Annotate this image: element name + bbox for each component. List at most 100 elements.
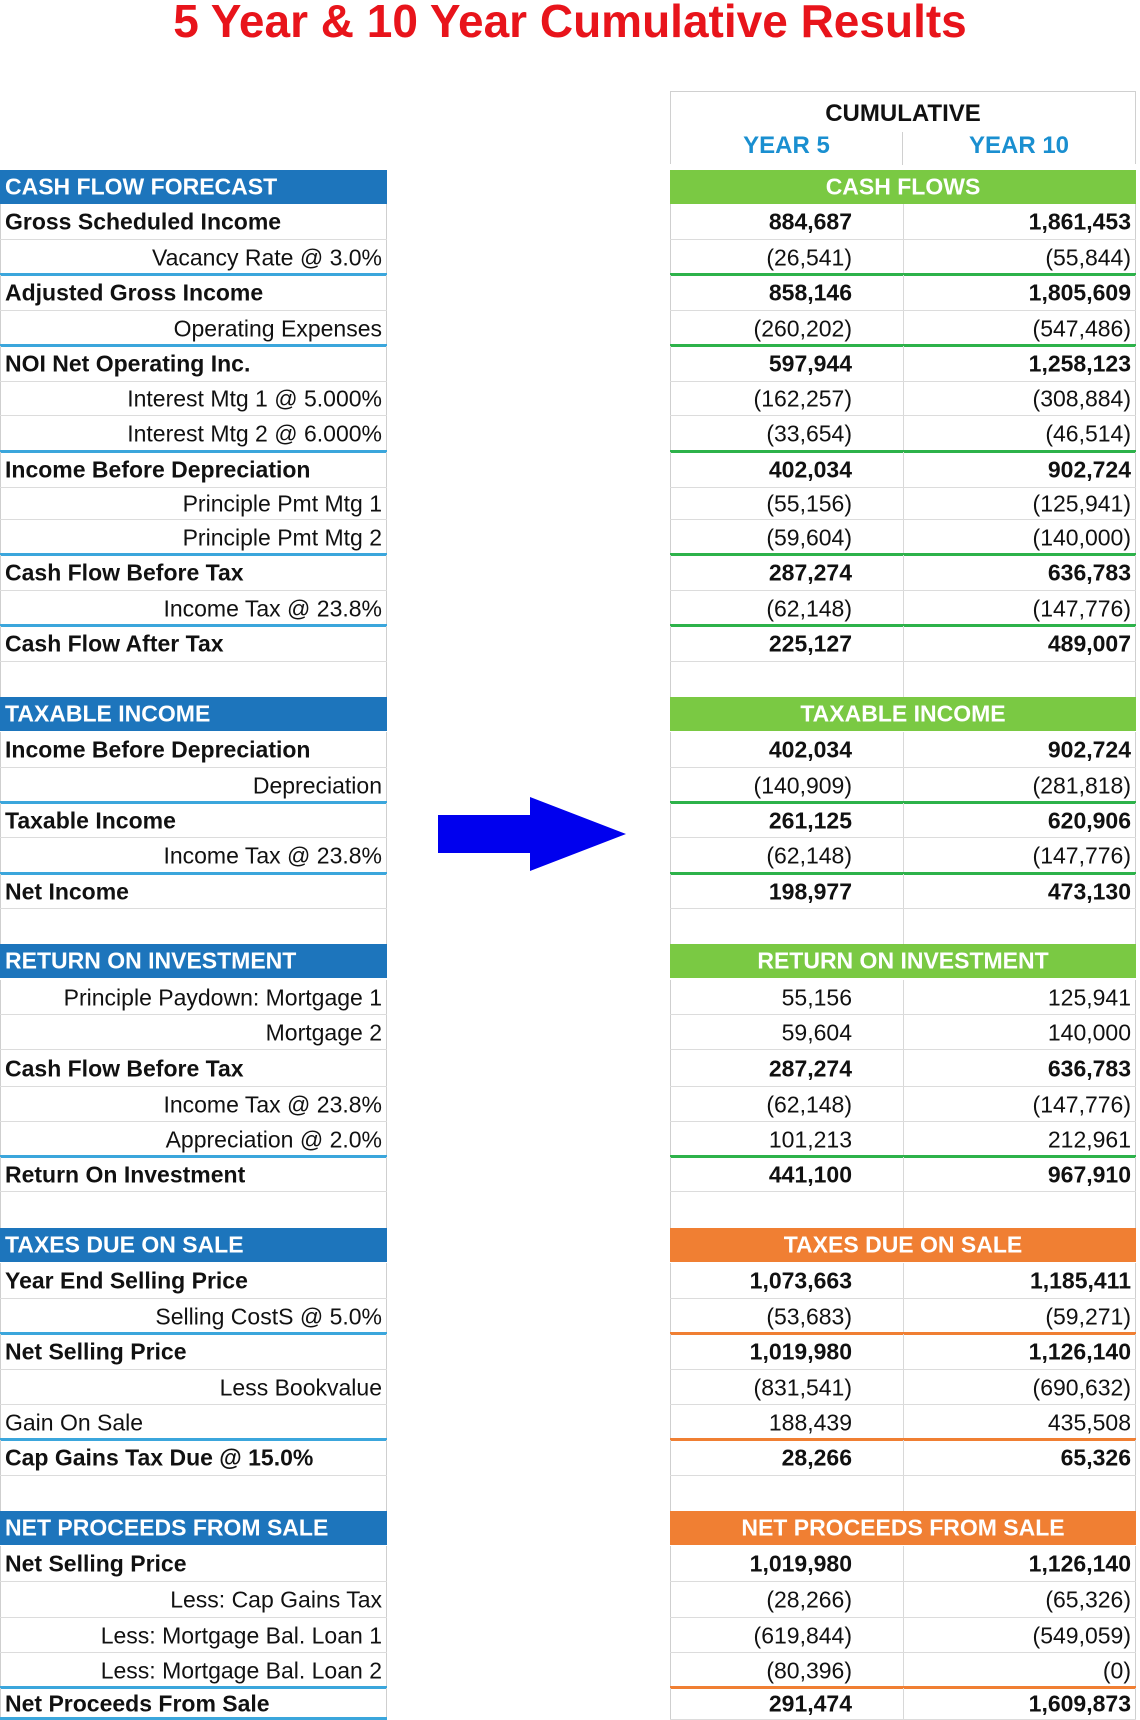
- left-section-header-label: TAXES DUE ON SALE: [5, 1231, 244, 1258]
- column-divider: [903, 1688, 904, 1720]
- year10-value: (547,486): [1032, 315, 1131, 341]
- table-row: Income Before Depreciation 402,034 902,724: [0, 732, 1140, 768]
- row-label-cell: Gross Scheduled Income: [0, 204, 387, 240]
- row-label: Net Selling Price: [5, 1338, 187, 1365]
- table-row: Interest Mtg 1 @ 5.000% (162,257) (308,884…: [0, 382, 1140, 416]
- row-values-cell: 597,944 1,258,123: [670, 346, 1136, 382]
- table-row: Net Selling Price 1,019,980 1,126,140: [0, 1546, 1140, 1582]
- gridline: [670, 908, 1136, 909]
- row-label: Cash Flow After Tax: [5, 630, 224, 657]
- year10-value: (65,326): [1045, 1586, 1131, 1613]
- row-label-cell: Income Before Depreciation: [0, 452, 387, 488]
- row-label-cell: Mortgage 2: [0, 1015, 387, 1050]
- table-row: Selling CostS @ 5.0% (53,683) (59,271): [0, 1299, 1140, 1334]
- row-label: Principle Paydown: Mortgage 1: [63, 984, 382, 1010]
- column-divider: [903, 1299, 904, 1334]
- row-label-cell: Interest Mtg 2 @ 6.000%: [0, 416, 387, 452]
- left-section-header-label: NET PROCEEDS FROM SALE: [5, 1514, 329, 1541]
- gridline: [0, 908, 387, 909]
- section-divider-line: [0, 273, 387, 276]
- year5-value: 59,604: [781, 1019, 852, 1045]
- year5-value: 101,213: [768, 1126, 852, 1152]
- year10-value: 212,961: [1047, 1126, 1131, 1152]
- gridline: [670, 519, 1136, 520]
- year10-value: 636,783: [1047, 559, 1131, 586]
- column-divider: [903, 1582, 904, 1618]
- gridline: [670, 1404, 1136, 1405]
- section-divider-line: [0, 1155, 387, 1158]
- gridline: [670, 1191, 1136, 1192]
- section-divider-line: [670, 273, 1136, 276]
- section-divider-line: [670, 450, 1136, 453]
- row-label-cell: Principle Paydown: Mortgage 1: [0, 980, 387, 1015]
- row-label: Less: Mortgage Bal. Loan 1: [100, 1622, 382, 1648]
- column-divider: [903, 275, 904, 311]
- year10-value: (59,271): [1045, 1303, 1131, 1329]
- table-row: Depreciation (140,909) (281,818): [0, 768, 1140, 803]
- table-row: Less: Mortgage Bal. Loan 1 (619,844) (549,…: [0, 1618, 1140, 1653]
- year10-value: 636,783: [1047, 1055, 1131, 1081]
- left-section-header: TAXABLE INCOME: [0, 697, 387, 731]
- year5-value: 1,019,980: [749, 1338, 852, 1365]
- table-row: Cash Flow Before Tax 287,274 636,783: [0, 555, 1140, 591]
- gridline: [670, 1014, 1136, 1015]
- row-values-cell: 55,156 125,941: [670, 980, 1136, 1015]
- gridline: [670, 415, 1136, 416]
- table-row: Vacancy Rate @ 3.0% (26,541) (55,844): [0, 240, 1140, 275]
- table-row: Mortgage 2 59,604 140,000: [0, 1015, 1140, 1050]
- gridline: [0, 1369, 387, 1370]
- year10-value: (147,776): [1032, 595, 1131, 621]
- year5-value: 198,977: [768, 878, 852, 904]
- year10-value: 65,326: [1060, 1444, 1131, 1471]
- section-divider-line: [0, 553, 387, 556]
- year5-value: 287,274: [768, 559, 852, 586]
- table-row: Less Bookvalue (831,541) (690,632): [0, 1370, 1140, 1405]
- gridline: [670, 1298, 1136, 1299]
- row-label: Income Tax @ 23.8%: [163, 1091, 382, 1117]
- row-label: Cap Gains Tax Due @ 15.0%: [5, 1444, 314, 1471]
- year5-value: (260,202): [753, 315, 852, 341]
- row-label-cell: Less Bookvalue: [0, 1370, 387, 1405]
- year5-value: (80,396): [766, 1657, 852, 1683]
- year5-value: 1,019,980: [749, 1550, 852, 1577]
- column-divider: [903, 1440, 904, 1476]
- row-values-cell: (619,844) (549,059): [670, 1618, 1136, 1653]
- year10-value: 1,126,140: [1028, 1550, 1131, 1577]
- row-label: Taxable Income: [5, 807, 176, 833]
- row-label-cell: Less: Mortgage Bal. Loan 2: [0, 1653, 387, 1688]
- row-label: Selling CostS @ 5.0%: [155, 1303, 382, 1329]
- year10-value: 1,609,873: [1028, 1690, 1131, 1717]
- section-divider-line: [0, 801, 387, 804]
- gridline: [670, 1086, 1136, 1087]
- cumulative-header: CUMULATIVE YEAR 5 YEAR 10: [670, 91, 1136, 165]
- table-row: Gain On Sale 188,439 435,508: [0, 1405, 1140, 1440]
- row-values-cell: (62,148) (147,776): [670, 1087, 1136, 1122]
- year10-value: (281,818): [1032, 772, 1131, 798]
- column-divider: [903, 1546, 904, 1582]
- empty-cell: [670, 662, 1136, 697]
- gridline: [0, 661, 387, 662]
- column-divider: [903, 768, 904, 803]
- year10-value: 489,007: [1047, 630, 1131, 657]
- empty-cell: [670, 1192, 1136, 1228]
- table-row: Adjusted Gross Income 858,146 1,805,609: [0, 275, 1140, 311]
- row-values-cell: 287,274 636,783: [670, 1050, 1136, 1087]
- row-values-cell: 291,474 1,609,873: [670, 1688, 1136, 1720]
- year5-value: (28,266): [766, 1586, 852, 1613]
- left-section-header: RETURN ON INVESTMENT: [0, 944, 387, 978]
- row-label-cell: Net Selling Price: [0, 1546, 387, 1582]
- section-divider-line: [0, 450, 387, 453]
- table-row: Income Before Depreciation 402,034 902,724: [0, 452, 1140, 488]
- column-divider: [903, 555, 904, 591]
- row-label-cell: NOI Net Operating Inc.: [0, 346, 387, 382]
- row-label: Interest Mtg 2 @ 6.000%: [127, 420, 382, 447]
- table-row: Income Tax @ 23.8% (62,148) (147,776): [0, 1087, 1140, 1122]
- right-section-header: CASH FLOWS: [670, 170, 1136, 204]
- year5-value: 55,156: [781, 984, 852, 1010]
- year10-value: 125,941: [1047, 984, 1131, 1010]
- column-divider: [903, 204, 904, 240]
- gridline: [0, 1617, 387, 1618]
- row-label: Income Tax @ 23.8%: [163, 595, 382, 621]
- section-divider-line: [0, 1717, 387, 1720]
- year5-value: 28,266: [781, 1444, 852, 1471]
